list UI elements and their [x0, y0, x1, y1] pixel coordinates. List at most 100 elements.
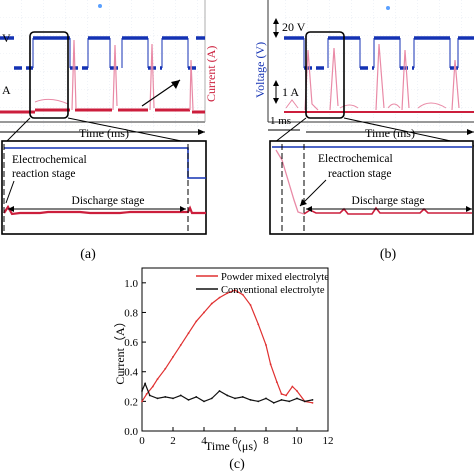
data-point [311, 398, 314, 401]
data-point [151, 385, 154, 388]
x-tick-label: 12 [323, 435, 334, 447]
panel-a-voltage-marker: V [2, 31, 11, 45]
panel-b-current-trace [284, 43, 474, 113]
y-axis-label: Current（A） [113, 315, 127, 384]
panel-b-stage1-pointer-head [300, 199, 307, 206]
panel-a-stage1-line2: reaction stage [12, 168, 76, 180]
data-point [226, 394, 229, 397]
data-point [156, 378, 159, 381]
data-point [187, 398, 190, 401]
panel-c-caption: (c) [229, 457, 245, 472]
data-point [172, 356, 174, 358]
data-point [203, 311, 205, 314]
panel-b-detail-spike [275, 149, 305, 215]
data-point [210, 302, 213, 305]
panel-b-current-scale-head-top [273, 80, 279, 86]
data-point [164, 367, 167, 370]
panel-b-time-arrow-head [467, 129, 474, 135]
data-point [195, 320, 198, 323]
data-point [164, 396, 167, 398]
panel-a-current-arrow-head [171, 80, 180, 89]
y-tick-label: 0.2 [124, 396, 138, 408]
data-point [296, 397, 298, 400]
data-point [275, 381, 278, 383]
data-point [265, 344, 267, 346]
panel-a-stage1-line1: Electrochemical [12, 154, 87, 166]
series-lines [141, 289, 314, 404]
panel-a-current-trace [0, 39, 205, 114]
panel-b-stage2-label: Discharge stage [352, 195, 425, 207]
data-point [285, 394, 288, 397]
data-point [288, 400, 291, 403]
series-line-conventional [141, 382, 313, 404]
data-point [195, 396, 198, 398]
legend-label-conventional: Conventional electrolyte [221, 285, 325, 296]
panel-a-detail-current [3, 204, 206, 216]
panel-b-current-scale-head-bottom [273, 98, 279, 104]
panel-a-current-marker: A [2, 83, 11, 97]
data-point [257, 323, 260, 326]
data-point [218, 296, 221, 299]
data-point [311, 401, 314, 404]
data-point [144, 382, 147, 385]
panel-a-current-axis-label: Current (A) [204, 46, 218, 102]
panel-a-trigger-marker [98, 4, 102, 8]
series-line-powder-mixed [141, 289, 313, 404]
panel-b-stage1-line1: Electrochemical [318, 153, 393, 165]
data-point [241, 293, 244, 296]
data-point [141, 400, 143, 403]
panel-b-voltage-scale-head-bottom [273, 32, 279, 38]
panel-a-stage2-head-left [8, 206, 14, 212]
y-tick-label: 0.0 [124, 426, 138, 438]
panel-b-caption: (b) [380, 247, 397, 262]
panel-a-caption: (a) [80, 247, 96, 262]
panel-c-chart: 0.00.20.40.60.81.0 0 2 4 6 8 10 12 Current（A） … [113, 267, 334, 472]
data-point [241, 396, 244, 398]
data-point [218, 390, 221, 392]
panel-b-stage2-head-right [466, 206, 472, 212]
data-point [179, 394, 182, 397]
data-point [156, 397, 159, 400]
data-point [187, 332, 190, 335]
x-tick-label: 10 [292, 435, 304, 447]
y-ticks: 0.0 0.2 0.4 0.6 0.8 1.0 [124, 278, 146, 438]
panel-b-time-scale: 1 ms [270, 115, 291, 127]
data-point [226, 292, 229, 295]
panel-b-time-label: Time (ms) [365, 126, 415, 140]
panel-b-zoom-box [305, 31, 345, 119]
x-tick-label: 6 [232, 435, 238, 447]
panel-a-stage1-pointer [5, 180, 15, 204]
y-tick-label: 0.4 [124, 367, 138, 379]
data-point [210, 397, 213, 400]
data-point [291, 385, 294, 388]
x-ticks: 0 2 4 6 8 10 12 [139, 427, 334, 447]
data-point [172, 397, 174, 400]
y-tick-label: 0.8 [124, 307, 138, 319]
data-point [272, 401, 275, 404]
panel-b-voltage-scale: 20 V [282, 20, 306, 34]
data-point [280, 398, 283, 401]
panel-b-current-scale: 1 A [282, 85, 299, 99]
panel-a-zoom-box [29, 31, 69, 119]
x-tick-label: 0 [139, 435, 145, 447]
data-point [234, 289, 236, 292]
panel-a-stage2-head-right [180, 206, 186, 212]
panel-a-time-label: Time (ms) [79, 126, 129, 140]
y-tick-label: 0.6 [124, 337, 138, 349]
data-point [249, 304, 252, 306]
panel-a-detail-box [1, 140, 207, 235]
data-point [303, 400, 306, 403]
panel-b-voltage-axis-label: Voltage (V) [253, 42, 267, 98]
panel-a-time-arrow-head [198, 129, 205, 135]
data-point [280, 393, 283, 395]
x-tick-label: 2 [170, 435, 176, 447]
data-point [234, 397, 236, 400]
data-point [269, 363, 272, 366]
x-axis-label: Time（μs） [205, 439, 265, 453]
panel-b-stage1-line2: reaction stage [328, 168, 392, 180]
data-point [257, 400, 260, 403]
data-point [148, 394, 151, 397]
data-point [141, 390, 143, 392]
x-tick-label: 4 [201, 435, 207, 447]
